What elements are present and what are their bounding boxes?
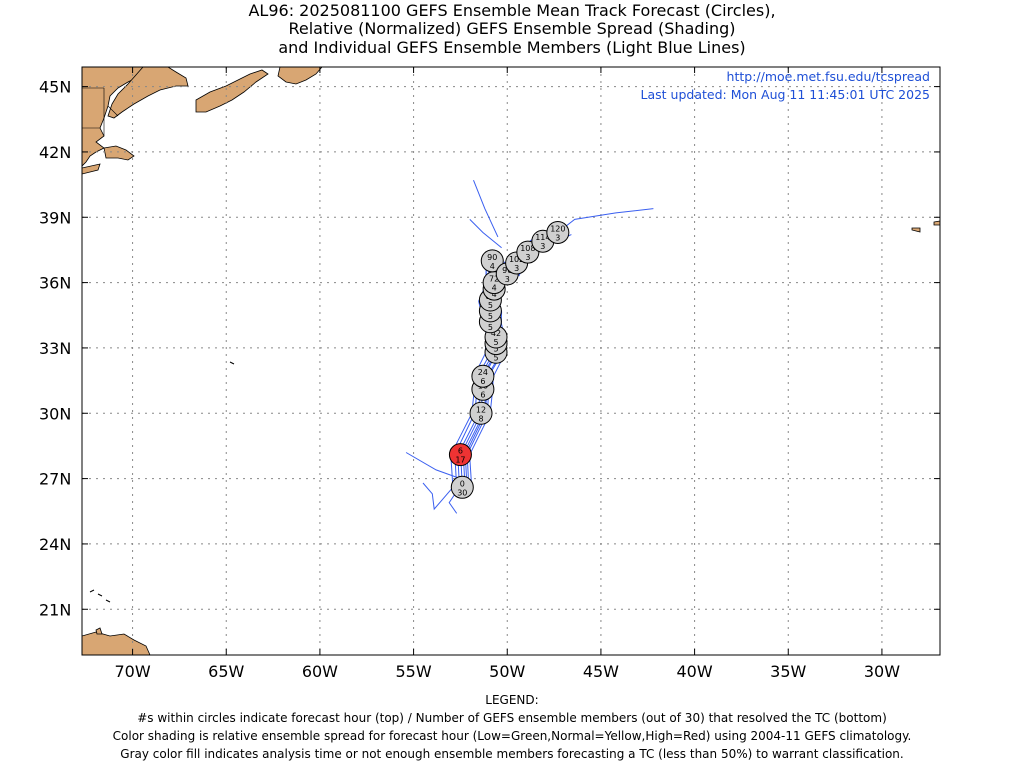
lat-tick-label: 30N	[39, 404, 71, 423]
mean-track-circle	[546, 221, 570, 245]
ensemble-member-track	[422, 480, 459, 511]
lon-tick-label: 70W	[114, 662, 150, 681]
member-count-label: 5	[493, 345, 498, 354]
title-line-3: and Individual GEFS Ensemble Members (Li…	[278, 38, 746, 57]
member-count-label: 3	[540, 242, 545, 251]
member-count-label: 4	[492, 284, 497, 293]
plot-frame	[81, 66, 941, 656]
member-count-label: 5	[488, 323, 493, 332]
forecast-hour-label: 24	[478, 368, 488, 377]
lat-tick-label: 27N	[39, 470, 71, 489]
mean-track-point: 030	[450, 475, 474, 499]
land-cape-cod	[103, 145, 135, 161]
legend-line-3: Gray color fill indicates analysis time …	[120, 747, 904, 761]
member-count-label: 5	[488, 312, 493, 321]
member-count-label: 6	[480, 377, 485, 386]
forecast-hour-label: 42	[491, 329, 501, 338]
lat-tick-label: 21N	[39, 600, 71, 619]
lon-tick-label: 35W	[770, 662, 806, 681]
forecast-hour-label: 120	[550, 225, 565, 234]
last-updated-text: Last updated: Mon Aug 11 11:45:01 UTC 20…	[640, 87, 930, 102]
forecast-hour-label: 108	[520, 244, 535, 253]
lon-tick-label: 55W	[395, 662, 431, 681]
forecast-hour-label: 96	[502, 266, 512, 275]
mean-track-circle	[471, 364, 495, 388]
lon-tick-label: 45W	[583, 662, 619, 681]
member-count-label: 3	[505, 275, 510, 284]
forecast-hour-label: 0	[460, 479, 465, 488]
forecast-hour-label: 114	[535, 233, 550, 242]
land-caribbean	[82, 631, 151, 655]
ensemble-member-track	[405, 452, 461, 480]
lon-tick-label: 40W	[676, 662, 712, 681]
title-line-2: Relative (Normalized) GEFS Ensemble Spre…	[288, 19, 736, 38]
lon-tick-label: 30W	[864, 662, 900, 681]
lat-tick-label: 39N	[39, 208, 71, 227]
member-count-label: 3	[525, 253, 530, 262]
land-newfoundland	[277, 67, 323, 85]
mean-track-point: 128	[469, 401, 493, 425]
land-maritimes	[107, 67, 189, 119]
lat-tick-label: 36N	[39, 274, 71, 293]
member-count-label: 5	[493, 353, 498, 362]
ensemble-member-track	[469, 219, 502, 249]
land-long-island	[82, 163, 101, 175]
member-count-label: 30	[457, 488, 467, 497]
member-count-label: 4	[492, 290, 497, 299]
forecast-hour-label: 90	[487, 253, 497, 262]
source-url-link[interactable]: http://moe.met.fsu.edu/tcspread	[726, 69, 930, 84]
ensemble-member-track	[473, 180, 499, 238]
member-count-label: 8	[478, 414, 483, 423]
member-count-label: 4	[490, 262, 495, 271]
mean-track-point: 617	[448, 443, 472, 467]
mean-track-point: 904	[480, 249, 504, 273]
ensemble-member-track	[557, 208, 654, 233]
lat-tick-label: 33N	[39, 339, 71, 358]
mean-track-point: 246	[471, 364, 495, 388]
member-count-label: 6	[480, 390, 485, 399]
forecast-hour-label: 72	[489, 275, 499, 284]
lat-tick-label: 24N	[39, 535, 71, 554]
member-count-label: 3	[514, 264, 519, 273]
member-count-label: 5	[493, 338, 498, 347]
mean-track-circle	[450, 475, 474, 499]
mean-track-circle	[469, 401, 493, 425]
land-nova-scotia	[195, 69, 269, 113]
lon-tick-label: 60W	[302, 662, 338, 681]
forecast-hour-label: 12	[476, 405, 486, 414]
mean-track-circle	[448, 443, 472, 467]
lat-tick-label: 42N	[39, 143, 71, 162]
forecast-hour-label: 102	[509, 255, 524, 264]
lon-tick-label: 65W	[208, 662, 244, 681]
lat-tick-label: 45N	[39, 78, 71, 97]
legend-line-2: Color shading is relative ensemble sprea…	[112, 729, 912, 743]
member-count-label: 5	[488, 301, 493, 310]
forecast-hour-label: 6	[458, 447, 463, 456]
lon-tick-label: 50W	[489, 662, 525, 681]
legend-heading: LEGEND:	[485, 693, 539, 707]
title-line-1: AL96: 2025081100 GEFS Ensemble Mean Trac…	[248, 1, 776, 20]
member-count-label: 17	[455, 456, 465, 465]
mean-track-circle	[480, 249, 504, 273]
legend-line-1: #s within circles indicate forecast hour…	[137, 711, 887, 725]
member-count-label: 3	[555, 234, 560, 243]
